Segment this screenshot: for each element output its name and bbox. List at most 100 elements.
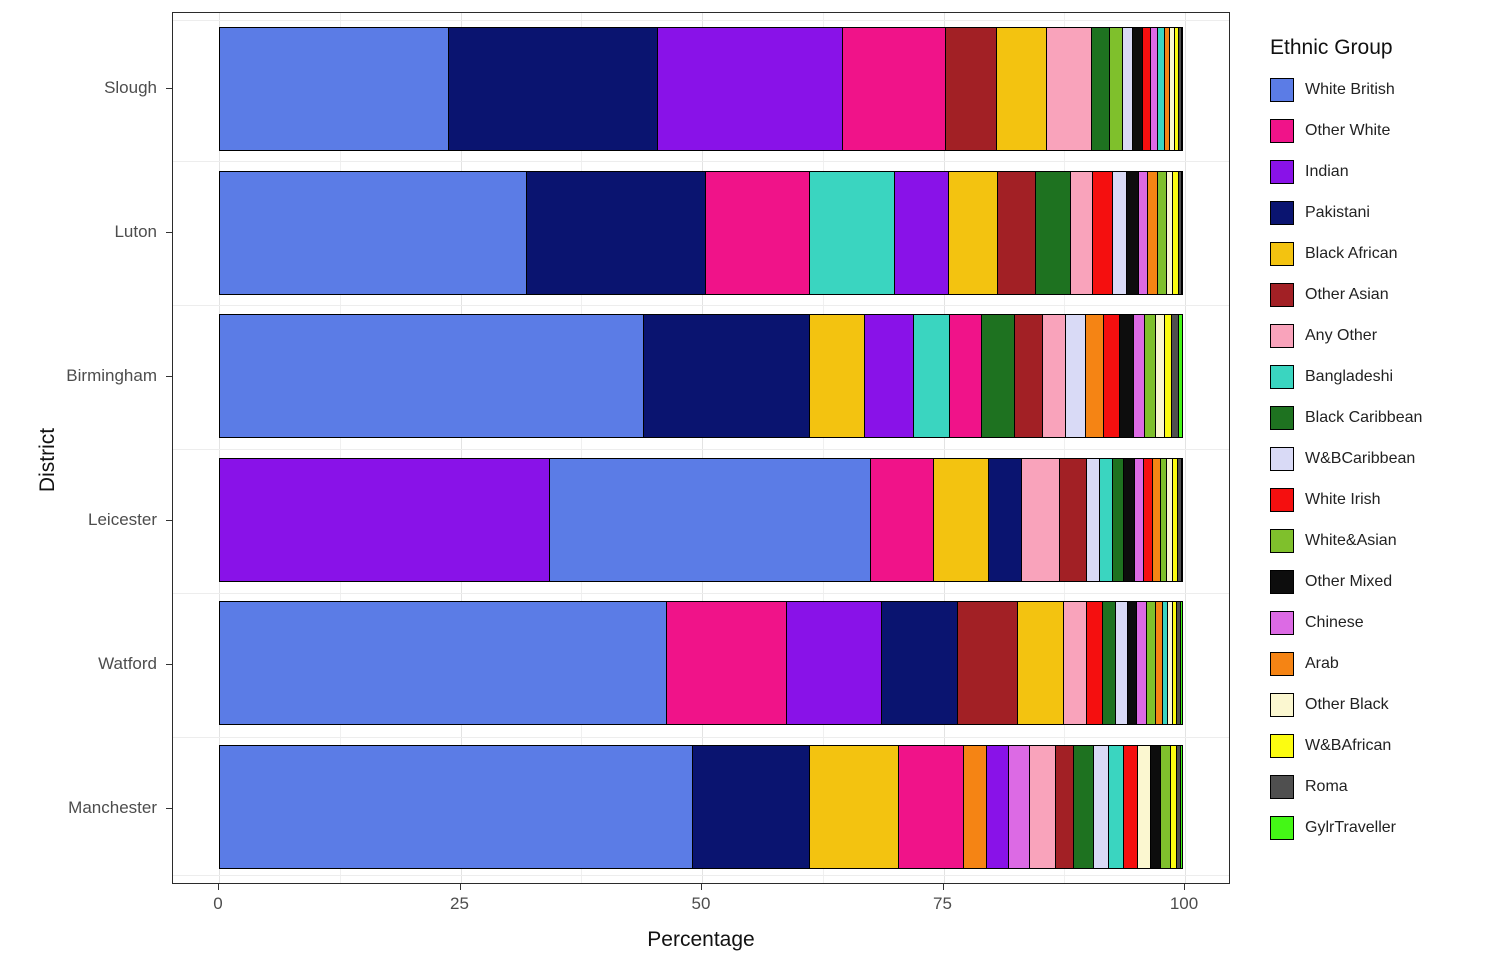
segment-luton-other-black — [1165, 170, 1173, 295]
legend-item-bangladeshi: Bangladeshi — [1270, 365, 1502, 389]
segment-slough-other-white — [842, 27, 946, 151]
legend-label-chinese: Chinese — [1305, 614, 1364, 631]
segment-watford-pakistani — [881, 601, 957, 726]
segment-leicester-chinese — [1133, 457, 1144, 582]
legend-item-gylrtraveller: GylrTraveller — [1270, 816, 1502, 840]
legend-key-gylrtraveller — [1270, 816, 1294, 840]
legend-key-pakistani — [1270, 201, 1294, 225]
segment-leicester-other-asian — [1058, 457, 1086, 582]
legend-item-white-asian: White&Asian — [1270, 529, 1502, 553]
segment-birmingham-black-african — [808, 314, 864, 439]
gridline-x-100 — [1185, 13, 1186, 883]
bar-watford — [219, 601, 1183, 726]
segment-manchester-gylrtraveller — [1179, 744, 1183, 869]
y-axis-tick-labels: Slough Luton Birmingham Leicester Watford Man… — [0, 26, 172, 870]
legend-item-w-bafrican: W&BAfrican — [1270, 734, 1502, 758]
segment-slough-indian — [657, 27, 843, 151]
plot-panel — [172, 12, 1230, 884]
segment-birmingham-w-bcaribbean — [1065, 314, 1085, 439]
legend-label-roma: Roma — [1305, 778, 1348, 795]
segment-leicester-arab — [1152, 457, 1160, 582]
segment-manchester-white-irish — [1123, 744, 1137, 869]
segment-birmingham-other-black — [1154, 314, 1164, 439]
legend-label-pakistani: Pakistani — [1305, 204, 1370, 221]
segment-luton-arab — [1147, 170, 1157, 295]
legend-item-white-irish: White Irish — [1270, 488, 1502, 512]
segment-manchester-arab — [962, 744, 987, 869]
legend-key-bangladeshi — [1270, 365, 1294, 389]
segment-luton-white-asian — [1156, 170, 1166, 295]
y-tick-label-watford: Watford — [98, 654, 157, 673]
segment-luton-white-british — [219, 170, 526, 295]
segment-watford-bangladeshi — [1161, 601, 1168, 726]
y-tick-row-leicester: Leicester — [0, 458, 172, 582]
segment-luton-other-asian — [996, 170, 1035, 295]
segment-birmingham-gylrtraveller — [1178, 314, 1183, 439]
y-tick-mark — [166, 87, 172, 89]
legend-label-white-irish: White Irish — [1305, 491, 1381, 508]
segment-manchester-roma — [1176, 744, 1180, 869]
legend-item-black-african: Black African — [1270, 242, 1502, 266]
segment-watford-white-asian — [1146, 601, 1155, 726]
segment-slough-roma — [1178, 27, 1181, 151]
legend-key-white-british — [1270, 78, 1294, 102]
segment-leicester-roma — [1177, 457, 1181, 582]
segment-birmingham-w-bafrican — [1163, 314, 1172, 439]
segment-leicester-other-mixed — [1123, 457, 1134, 582]
segment-manchester-any-other — [1029, 744, 1055, 869]
segment-slough-other-mixed — [1131, 27, 1142, 151]
segment-slough-black-african — [996, 27, 1047, 151]
segment-leicester-w-bcaribbean — [1085, 457, 1100, 582]
y-tick-row-birmingham: Birmingham — [0, 314, 172, 438]
y-tick-mark — [166, 663, 172, 665]
segment-luton-chinese — [1137, 170, 1148, 295]
segment-luton-black-caribbean — [1034, 170, 1071, 295]
gridline-h — [173, 449, 1229, 450]
segment-manchester-black-caribbean — [1073, 744, 1093, 869]
legend: Ethnic Group White British Other White Ind… — [1270, 36, 1502, 840]
segment-luton-w-bafrican — [1172, 170, 1179, 295]
legend-label-arab: Arab — [1305, 655, 1339, 672]
segment-manchester-w-bafrican — [1170, 744, 1177, 869]
gridline-x-0 — [219, 13, 220, 883]
legend-item-other-mixed: Other Mixed — [1270, 570, 1502, 594]
segment-birmingham-black-caribbean — [981, 314, 1015, 439]
y-tick-row-slough: Slough — [0, 26, 172, 150]
segment-slough-w-bafrican — [1174, 27, 1179, 151]
legend-label-other-black: Other Black — [1305, 696, 1389, 713]
segment-birmingham-white-irish — [1102, 314, 1120, 439]
bar-birmingham — [219, 314, 1183, 439]
legend-item-indian: Indian — [1270, 160, 1502, 184]
legend-label-black-caribbean: Black Caribbean — [1305, 409, 1423, 426]
x-tick-mark-50 — [701, 884, 702, 890]
segment-leicester-white-asian — [1159, 457, 1167, 582]
segment-slough-other-asian — [945, 27, 997, 151]
segment-slough-white-irish — [1141, 27, 1151, 151]
segment-watford-roma — [1176, 601, 1180, 726]
segment-luton-roma — [1178, 170, 1181, 295]
legend-key-roma — [1270, 775, 1294, 799]
legend-item-other-black: Other Black — [1270, 693, 1502, 717]
legend-item-pakistani: Pakistani — [1270, 201, 1502, 225]
gridline-x-75 — [943, 13, 945, 883]
segment-watford-black-caribbean — [1102, 601, 1115, 726]
segment-watford-gylrtraveller — [1179, 601, 1183, 726]
legend-key-w-bcaribbean — [1270, 447, 1294, 471]
segment-slough-w-bcaribbean — [1122, 27, 1132, 151]
segment-manchester-white-asian — [1160, 744, 1171, 869]
segment-watford-indian — [785, 601, 882, 726]
segment-watford-other-asian — [956, 601, 1017, 726]
segment-manchester-other-mixed — [1149, 744, 1161, 869]
gridline-x-50 — [702, 13, 703, 883]
segment-birmingham-pakistani — [643, 314, 809, 439]
y-tick-row-manchester: Manchester — [0, 746, 172, 870]
y-tick-label-slough: Slough — [104, 78, 157, 97]
segment-luton-other-white — [704, 170, 809, 295]
gridline-h — [173, 305, 1229, 306]
segment-manchester-black-african — [808, 744, 898, 869]
segment-leicester-white-british — [548, 457, 870, 582]
segment-leicester-bangladeshi — [1099, 457, 1112, 582]
y-tick-mark — [166, 807, 172, 809]
segment-slough-gylrtraveller — [1181, 27, 1183, 151]
